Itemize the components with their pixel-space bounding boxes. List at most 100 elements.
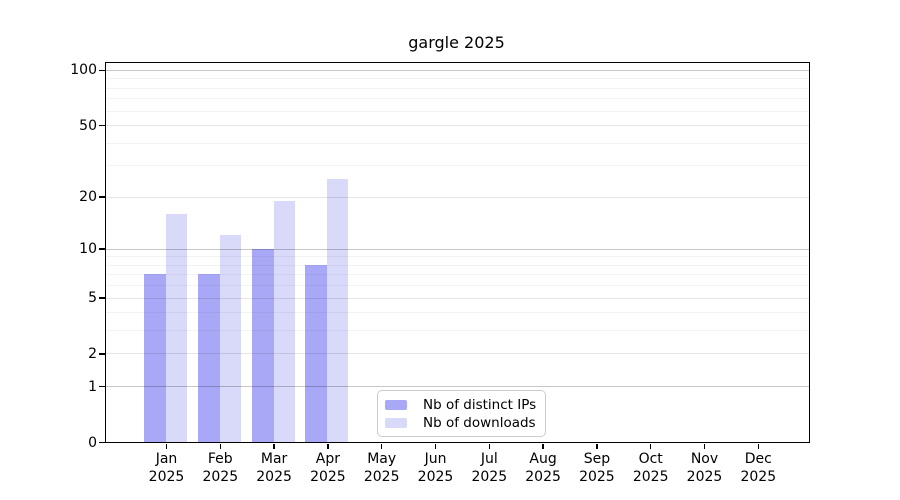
bar-nb-of-distinct-ips-jan (144, 274, 166, 442)
plot-area (105, 62, 810, 443)
x-tick-label: Dec 2025 (728, 451, 788, 486)
x-tick-year: 2025 (632, 468, 669, 485)
x-tick-month: Oct (638, 451, 663, 467)
x-tick-year: 2025 (363, 468, 400, 485)
gridline (106, 353, 809, 355)
x-tick-label: Jul 2025 (459, 451, 519, 486)
bar-nb-of-downloads-apr (327, 179, 349, 442)
x-tick-mark (757, 443, 760, 449)
x-tick-mark (219, 443, 222, 449)
x-tick-month: Feb (207, 451, 233, 467)
x-tick-month: Jul (480, 451, 498, 467)
y-tick-label: 5 (88, 290, 97, 307)
x-tick-mark (542, 443, 544, 449)
y-tick-label: 2 (88, 345, 97, 362)
x-tick-mark (434, 443, 437, 449)
x-tick-year: 2025 (310, 468, 346, 485)
x-tick-label: May 2025 (352, 451, 412, 486)
x-tick-label: Jan 2025 (137, 451, 197, 486)
gridline-minor (106, 264, 809, 266)
y-tick-mark (99, 69, 105, 72)
x-tick-mark (649, 443, 652, 449)
x-tick-year: 2025 (471, 468, 508, 485)
x-tick-label: Sep 2025 (567, 451, 627, 486)
gridline-minor (106, 256, 809, 258)
y-tick-mark (99, 248, 105, 250)
x-tick-mark (273, 443, 275, 449)
gridline (106, 297, 809, 299)
x-tick-label: Jun 2025 (406, 451, 466, 486)
x-tick-year: 2025 (686, 468, 723, 485)
gridline (106, 125, 809, 127)
y-tick-mark (99, 297, 105, 299)
y-tick-label: 10 (79, 241, 97, 258)
gridline (106, 386, 809, 388)
y-tick-mark (99, 353, 105, 355)
x-tick-month: Sep (583, 451, 611, 467)
x-tick-year: 2025 (579, 468, 615, 485)
y-tick-mark (99, 441, 105, 444)
gridline-minor (106, 98, 809, 100)
x-tick-year: 2025 (525, 468, 561, 485)
x-tick-year: 2025 (740, 468, 777, 485)
y-tick-label: 20 (79, 189, 97, 206)
y-tick-label: 50 (79, 117, 97, 134)
bar-nb-of-distinct-ips-feb (197, 274, 220, 442)
gridline (106, 248, 809, 250)
gridline-minor (106, 142, 809, 144)
gridline-minor (106, 165, 809, 167)
x-tick-month: Jun (424, 451, 447, 467)
legend: Nb of distinct IPs Nb of downloads (377, 390, 547, 437)
x-tick-mark (596, 443, 598, 449)
x-tick-label: Feb 2025 (190, 451, 250, 486)
y-tick-label: 0 (88, 434, 97, 451)
gridline (106, 69, 809, 71)
gridline (106, 196, 809, 198)
gridline-minor (106, 110, 809, 112)
legend-entry: Nb of downloads (385, 415, 536, 432)
y-tick-mark (99, 124, 105, 127)
x-tick-label: Apr 2025 (298, 451, 358, 486)
x-tick-year: 2025 (256, 468, 292, 485)
x-tick-mark (488, 443, 491, 449)
chart-title: gargle 2025 (408, 33, 505, 52)
x-tick-month: Apr (315, 451, 340, 467)
gridline-minor (106, 285, 809, 287)
bar-nb-of-downloads-feb (219, 235, 241, 442)
x-tick-month: Jan (155, 451, 178, 467)
gridline-minor (106, 274, 809, 276)
y-tick-label: 1 (88, 378, 97, 395)
x-tick-year: 2025 (417, 468, 454, 485)
x-tick-month: May (367, 451, 397, 467)
gridline-minor (106, 78, 809, 80)
y-tick-mark (99, 385, 105, 388)
x-tick-month: Aug (529, 451, 557, 467)
x-tick-month: Mar (260, 451, 288, 467)
x-tick-month: Dec (744, 451, 772, 467)
gridline-minor (106, 87, 809, 89)
x-tick-month: Nov (690, 451, 719, 467)
x-tick-year: 2025 (202, 468, 239, 485)
x-tick-mark (165, 443, 168, 449)
x-tick-label: Oct 2025 (621, 451, 681, 486)
gridline-minor (106, 330, 809, 332)
legend-swatch (385, 400, 407, 411)
bar-nb-of-distinct-ips-mar (251, 248, 274, 442)
y-tick-label: 100 (70, 62, 97, 79)
x-tick-label: Nov 2025 (675, 451, 735, 486)
x-tick-label: Aug 2025 (513, 451, 573, 486)
bar-nb-of-downloads-jan (166, 213, 187, 442)
bar-nb-of-downloads-mar (273, 200, 295, 442)
legend-label: Nb of downloads (423, 414, 536, 431)
x-tick-mark (327, 443, 329, 449)
legend-swatch (385, 417, 407, 428)
legend-entry: Nb of distinct IPs (385, 397, 536, 414)
x-tick-mark (703, 443, 706, 449)
x-tick-year: 2025 (148, 468, 185, 485)
y-tick-mark (99, 196, 105, 198)
gridline-minor (106, 312, 809, 314)
x-tick-mark (380, 443, 383, 449)
x-tick-label: Mar 2025 (244, 451, 304, 486)
legend-label: Nb of distinct IPs (423, 397, 537, 414)
